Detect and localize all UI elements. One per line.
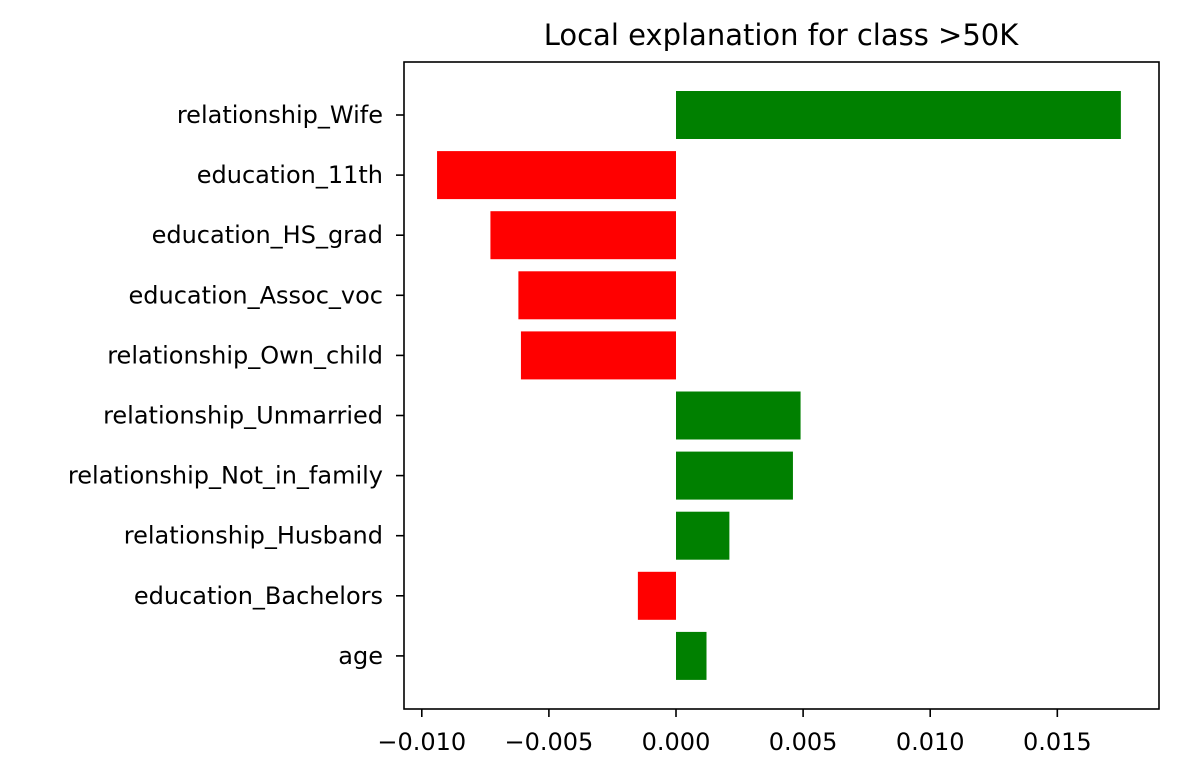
x-tick-label: −0.005 [504,728,593,756]
y-tick-label: relationship_Unmarried [103,402,383,430]
y-axis: relationship_Wife education_11th education… [68,101,404,670]
y-tick-label: age [338,642,383,670]
chart-title: Local explanation for class >50K [544,18,1020,52]
y-tick-label: relationship_Husband [124,522,383,550]
y-tick-label: relationship_Own_child [107,341,383,369]
x-axis: −0.010 −0.005 0.000 0.005 0.010 0.015 [377,709,1092,756]
y-tick-label: relationship_Not_in_family [68,462,383,490]
bar-education-11th [437,151,677,200]
bars-group [437,91,1121,680]
y-tick-label: education_Bachelors [134,582,383,610]
bar-education-assoc-voc [518,271,677,320]
bar-education-hs-grad [490,211,677,260]
x-tick-label: 0.005 [769,728,838,756]
y-tick-label: relationship_Wife [177,101,383,129]
x-tick-label: 0.010 [896,728,965,756]
bar-relationship-wife [676,91,1121,139]
bar-relationship-not-in-family [676,451,793,500]
bar-relationship-unmarried [676,391,801,440]
x-tick-label: 0.015 [1023,728,1092,756]
y-tick-label: education_Assoc_voc [129,281,383,309]
y-tick-label: education_HS_grad [152,221,383,249]
x-tick-label: 0.000 [642,728,711,756]
y-tick-label: education_11th [197,161,383,189]
bar-relationship-own-child [520,331,677,380]
bar-age [676,631,707,680]
plot-frame [403,61,1160,710]
bar-relationship-husband [676,511,730,560]
bar-education-bachelors [637,571,677,620]
x-tick-label: −0.010 [377,728,466,756]
